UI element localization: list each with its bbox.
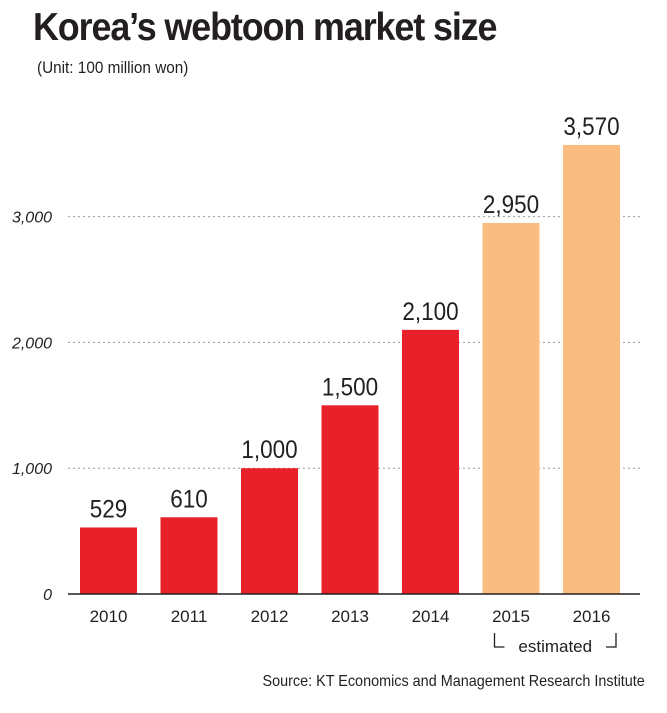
data-label: 610 [170, 485, 208, 513]
bar-2011 [160, 517, 218, 594]
y-tick-label: 3,000 [12, 210, 52, 227]
source-note: Source: KT Economics and Management Rese… [262, 673, 645, 690]
bar-2016 [563, 144, 620, 594]
bar-2014 [402, 329, 459, 594]
x-tick-label: 2011 [171, 607, 208, 626]
x-tick-label: 2010 [90, 607, 128, 626]
bracket-left [493, 633, 505, 648]
axes: 0 1,000 2,000 3,000 2010 2011 2012 2013 2014 2015… [11, 210, 640, 626]
bar-2010 [80, 527, 137, 594]
data-label: 3,570 [563, 113, 619, 141]
x-tick-label: 2012 [251, 607, 289, 626]
chart-title: Korea’s webtoon market size [33, 6, 497, 49]
data-label: 1,500 [322, 373, 378, 401]
x-tick-label: 2015 [492, 607, 530, 626]
y-tick-label: 2,000 [11, 335, 52, 352]
x-tick-label: 2014 [412, 607, 450, 626]
x-tick-label: 2013 [331, 607, 369, 626]
estimated-label: estimated [518, 637, 592, 656]
data-labels: 529 610 1,000 1,500 2,100 2,950 3,570 [90, 113, 620, 524]
bar-2013 [321, 405, 379, 594]
y-tick-label: 0 [43, 587, 52, 604]
data-label: 2,950 [483, 191, 539, 219]
data-label: 2,100 [402, 298, 458, 326]
bar-2015 [482, 222, 540, 594]
data-label: 529 [90, 495, 128, 523]
data-label: 1,000 [241, 436, 297, 464]
bars [80, 144, 620, 594]
estimated-annotation: estimated [493, 633, 617, 656]
bracket-right [606, 633, 617, 648]
chart-subtitle: (Unit: 100 million won) [37, 58, 189, 77]
bar-2012 [241, 468, 298, 594]
y-tick-label: 1,000 [12, 461, 52, 478]
x-tick-label: 2016 [573, 607, 611, 626]
